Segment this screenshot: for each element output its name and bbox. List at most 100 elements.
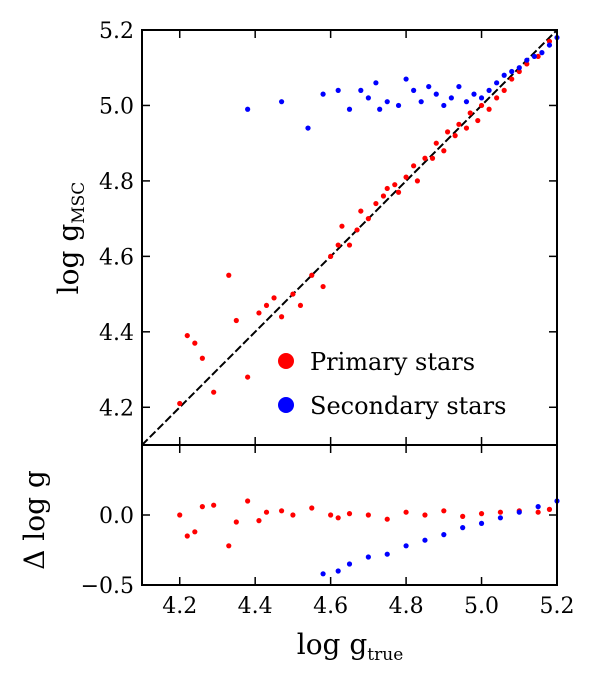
top-secondary-point [335, 87, 341, 93]
top-primary-point [535, 53, 541, 60]
top-secondary-point [373, 80, 379, 86]
bottom-secondary-point [497, 515, 504, 521]
top-primary-point [346, 242, 353, 248]
bottom-primary-point [245, 498, 251, 504]
top-primary-point [245, 374, 251, 380]
top-primary-point [199, 355, 205, 361]
bottom-panel: −0.5 0.0 4.2 4.4 4.6 4.8 5.0 5.2 Δ log g log g… [18, 444, 575, 665]
top-primary-point [278, 314, 285, 320]
top-ytick-label: 5.0 [99, 94, 134, 119]
top-primary-point [380, 193, 387, 199]
top-secondary-point [365, 95, 371, 101]
top-primary-point [422, 155, 428, 161]
top-ylabel-subscript: MSC [69, 182, 89, 224]
bottom-primary-point [256, 518, 262, 524]
bottom-primary-point [346, 510, 353, 517]
legend-label-primary: Primary stars [310, 348, 475, 376]
top-secondary-point [501, 72, 507, 78]
top-secondary-point [358, 87, 364, 93]
top-secondary-point [524, 57, 530, 63]
bottom-secondary-point [460, 525, 466, 531]
top-secondary-point [539, 50, 545, 56]
top-primary-point [441, 148, 447, 154]
top-primary-point [263, 302, 270, 309]
top-primary-point [192, 340, 198, 346]
top-secondary-point [456, 83, 462, 90]
bottom-primary-point [184, 533, 190, 539]
top-primary-point [463, 125, 470, 131]
top-primary-point [177, 400, 183, 407]
bottom-ylabel: Δ log g [18, 470, 51, 570]
top-primary-point [546, 38, 553, 44]
top-secondary-point [245, 106, 251, 112]
top-secondary-point [411, 87, 417, 93]
top-ytick-label: 4.6 [99, 245, 134, 270]
bottom-primary-point [546, 506, 553, 512]
top-secondary-point [433, 91, 439, 97]
top-secondary-point [320, 91, 326, 97]
top-yticks: 4.2 4.4 4.6 4.8 5.0 5.2 [99, 19, 557, 421]
bottom-secondary-point [335, 568, 341, 574]
top-primary-point [365, 216, 371, 222]
top-panel: 4.2 4.4 4.6 4.8 5.0 5.2 log gMSC Primary star… [52, 19, 560, 446]
top-primary-point [233, 317, 239, 324]
legend-marker-secondary [278, 397, 294, 413]
top-primary-point [211, 389, 217, 395]
bottom-primary-point [365, 512, 371, 518]
top-primary-point [184, 332, 190, 339]
bottom-primary-point [441, 508, 447, 514]
bottom-ytick-label: 0.0 [99, 504, 134, 529]
top-primary-point [501, 87, 507, 93]
top-primary-point [411, 163, 417, 169]
top-primary-point [335, 242, 341, 248]
top-secondary-point [346, 106, 353, 112]
bottom-secondary-point [320, 571, 326, 577]
top-secondary-point [478, 95, 485, 101]
top-primary-point [271, 295, 277, 301]
top-primary-point [452, 133, 458, 139]
top-primary-point [467, 110, 473, 116]
top-ytick-label: 4.4 [99, 321, 134, 346]
bottom-xlabel: log gtrue [297, 628, 404, 665]
bottom-primary-point [199, 504, 205, 510]
top-primary-point [478, 102, 485, 109]
bottom-primary-point [192, 529, 198, 535]
bottom-primary-point [422, 512, 428, 518]
top-secondary-point [463, 99, 470, 105]
bottom-xticks: 4.2 4.4 4.6 4.8 5.0 5.2 [162, 445, 575, 619]
top-secondary-point [305, 125, 311, 131]
top-primary-point [384, 185, 390, 192]
bottom-primary-point [403, 509, 409, 515]
top-ylabel: log gMSC [52, 182, 89, 295]
bottom-primary-point [497, 509, 504, 515]
top-secondary-point [426, 83, 432, 90]
top-secondary-point [509, 68, 515, 75]
top-secondary-point [471, 91, 477, 97]
top-secondary-point [546, 42, 553, 48]
bottom-secondary-point [346, 561, 353, 567]
reference-line-group [141, 29, 558, 446]
top-secondary-point [494, 80, 500, 86]
bottom-primary-point [226, 543, 232, 549]
top-primary-point [373, 200, 379, 207]
bottom-ytick-label: −0.5 [81, 574, 134, 599]
bottom-xtick-label: 4.4 [238, 594, 273, 619]
bottom-yticks: −0.5 0.0 [81, 504, 557, 599]
bottom-xtick-label: 5.0 [464, 594, 499, 619]
top-secondary-point [531, 53, 537, 60]
top-points [177, 34, 560, 407]
top-ytick-label: 4.2 [99, 396, 134, 421]
bottom-primary-point [384, 516, 390, 522]
bottom-primary-point [263, 509, 270, 515]
top-primary-point [328, 253, 334, 259]
top-secondary-point [448, 95, 454, 101]
top-primary-point [475, 117, 481, 124]
top-primary-point [456, 121, 462, 127]
top-primary-point [358, 208, 364, 214]
bottom-secondary-point [516, 509, 522, 515]
legend: Primary stars Secondary stars [278, 348, 506, 420]
bottom-xlabel-base: log g [297, 628, 368, 661]
bottom-primary-point [278, 508, 285, 514]
top-primary-point [444, 129, 451, 135]
